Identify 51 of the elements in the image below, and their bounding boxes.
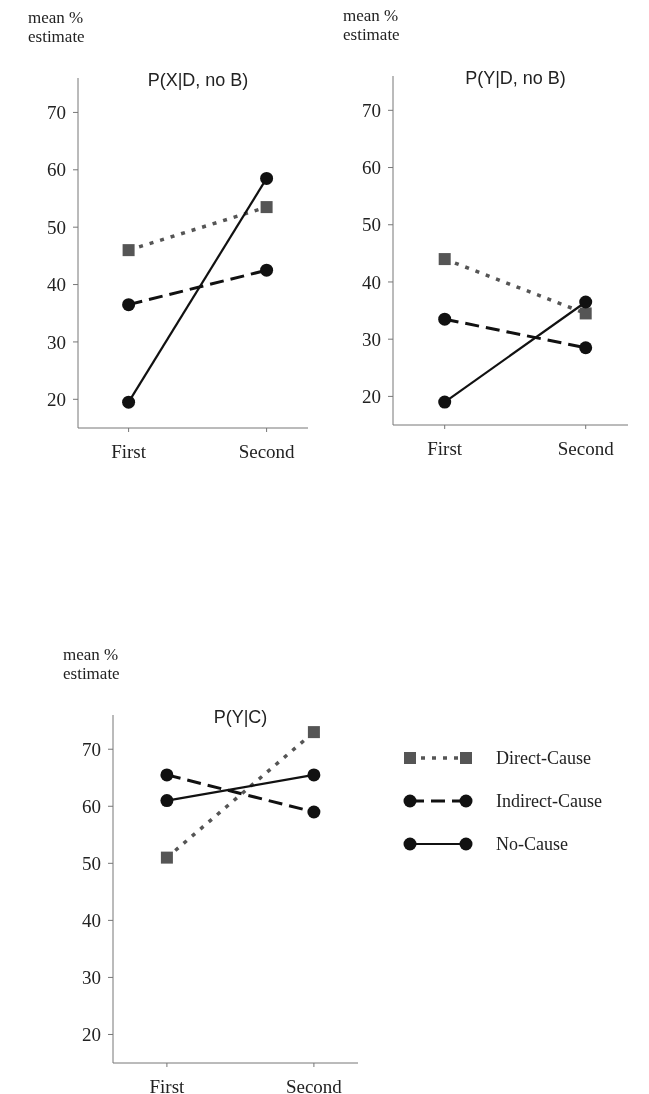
point — [579, 295, 593, 309]
point — [438, 395, 452, 409]
y-tick-label: 70 — [362, 99, 381, 121]
y-tick-label: 40 — [47, 274, 66, 296]
chart-title: P(Y|D, no B) — [465, 68, 566, 88]
legend-label: Direct-Cause — [496, 748, 591, 769]
point — [160, 851, 173, 864]
y-tick-label: 40 — [362, 271, 381, 293]
point — [122, 395, 136, 409]
x-tick-label: First — [111, 441, 147, 462]
point — [307, 726, 320, 739]
point — [438, 253, 451, 266]
chart-title: P(Y|C) — [213, 707, 268, 727]
x-tick-label: Second — [285, 1076, 343, 1094]
y-tick-label: 70 — [47, 102, 66, 124]
legend-label: No-Cause — [496, 834, 568, 855]
x-tick-label: Second — [238, 441, 296, 462]
x-tick-label: First — [149, 1076, 186, 1094]
point — [579, 341, 593, 355]
y-tick-label: 60 — [82, 795, 101, 817]
y-tick-label: 50 — [82, 852, 101, 874]
x-tick-label: Second — [557, 438, 615, 459]
y-tick-label: 20 — [362, 386, 381, 408]
point — [307, 768, 321, 782]
point — [122, 298, 136, 312]
y-axis-title: mean % estimate — [63, 645, 120, 683]
y-tick-label: 60 — [362, 157, 381, 179]
point — [160, 768, 174, 782]
point — [260, 201, 273, 214]
y-tick-label: 50 — [362, 214, 381, 236]
point — [260, 171, 274, 185]
point — [579, 307, 592, 320]
y-tick-label: 50 — [47, 216, 66, 238]
y-axis-title: mean % estimate — [28, 8, 85, 46]
y-tick-label: 30 — [362, 328, 381, 350]
y-tick-label: 30 — [47, 331, 66, 353]
point — [122, 244, 135, 257]
x-tick-label: First — [427, 438, 463, 459]
y-tick-label: 20 — [47, 388, 66, 410]
y-axis-title: mean % estimate — [343, 6, 400, 44]
y-tick-label: 40 — [82, 910, 101, 932]
y-tick-label: 30 — [82, 967, 101, 989]
legend-label: Indirect-Cause — [496, 791, 602, 812]
y-tick-label: 20 — [82, 1024, 101, 1046]
point — [260, 263, 274, 277]
y-tick-label: 60 — [47, 159, 66, 181]
chart-title: P(X|D, no B) — [147, 70, 249, 90]
point — [307, 805, 321, 819]
y-tick-label: 70 — [82, 738, 101, 760]
point — [438, 312, 452, 326]
point — [160, 794, 174, 808]
